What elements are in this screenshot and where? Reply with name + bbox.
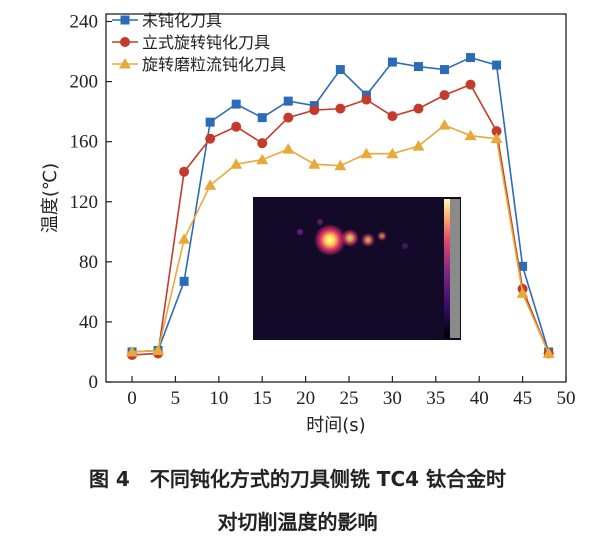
y-tick-label: 80 <box>79 252 98 273</box>
x-tick-label: 10 <box>209 388 228 409</box>
data-point <box>387 57 397 67</box>
data-point <box>335 65 345 75</box>
data-point <box>466 53 476 63</box>
data-point <box>387 111 398 122</box>
y-tick-label: 200 <box>70 72 99 93</box>
data-point <box>178 233 191 244</box>
data-point <box>179 166 190 177</box>
series-layer <box>126 53 555 360</box>
x-tick-label: 5 <box>171 388 181 409</box>
x-tick-label: 30 <box>383 388 402 409</box>
data-point <box>518 261 528 271</box>
legend-marker <box>119 58 131 69</box>
y-axis-label: 温度(℃) <box>40 163 61 233</box>
data-point <box>413 62 423 72</box>
x-tick-label: 20 <box>296 388 315 409</box>
data-point <box>490 132 503 144</box>
y-axis-ticks: 0 40 80 120 160 200 240 <box>70 12 112 393</box>
legend-entry-2: 立式旋转钝化刀具 <box>112 33 270 52</box>
x-tick-label: 35 <box>426 388 445 409</box>
data-point <box>257 113 267 123</box>
legend-label: 未钝化刀具 <box>142 11 222 30</box>
data-point <box>335 103 346 114</box>
data-point <box>491 126 502 137</box>
plot-frame <box>105 13 567 383</box>
data-point <box>439 90 450 101</box>
x-axis-label: 时间(s) <box>306 415 365 436</box>
data-point <box>204 179 217 190</box>
figure-caption-line1: 图 4 不同钝化方式的刀具侧铣 TC4 钛合金时 <box>88 467 507 491</box>
data-point <box>492 60 502 70</box>
x-tick-label: 0 <box>127 388 137 409</box>
data-point <box>283 112 294 123</box>
figure-caption-line2: 对切削温度的影响 <box>217 510 378 534</box>
data-point <box>308 158 321 169</box>
x-tick-label: 25 <box>340 388 359 409</box>
data-point <box>205 133 216 144</box>
data-point <box>386 147 399 159</box>
data-point <box>360 147 373 159</box>
series-3 <box>126 119 555 358</box>
data-point <box>231 121 242 132</box>
chart: 0 40 80 120 160 200 240 0 5 10 15 20 25 30 35 40 45 50 未… <box>40 11 576 436</box>
legend-marker <box>120 15 130 25</box>
y-tick-label: 40 <box>79 312 98 333</box>
y-tick-label: 240 <box>70 12 99 33</box>
data-point <box>309 105 320 116</box>
x-tick-label: 45 <box>513 388 532 409</box>
y-tick-label: 0 <box>89 372 99 393</box>
y-tick-label: 120 <box>70 192 99 213</box>
data-point <box>257 138 268 149</box>
thermal-image-inset <box>253 197 461 340</box>
x-tick-label: 40 <box>470 388 489 409</box>
legend-marker <box>120 37 130 47</box>
data-point <box>282 143 295 154</box>
legend-label: 立式旋转钝化刀具 <box>142 33 270 52</box>
legend-entry-3: 旋转磨粒流钝化刀具 <box>112 55 286 74</box>
data-point <box>256 153 269 165</box>
data-point <box>179 276 189 286</box>
data-point <box>231 99 241 109</box>
x-tick-label: 50 <box>557 388 576 409</box>
data-point <box>230 158 243 169</box>
data-point <box>334 159 347 171</box>
x-tick-label: 15 <box>253 388 272 409</box>
legend-entry-1: 未钝化刀具 <box>112 11 222 30</box>
data-point <box>464 129 477 141</box>
data-point <box>465 79 476 90</box>
legend-label: 旋转磨粒流钝化刀具 <box>142 55 286 74</box>
data-point <box>205 117 215 127</box>
data-point <box>412 140 425 151</box>
data-point <box>439 65 449 75</box>
data-point <box>361 94 372 105</box>
y-tick-label: 160 <box>70 132 99 153</box>
data-point <box>126 345 139 357</box>
data-point <box>542 347 555 358</box>
data-point <box>438 119 451 130</box>
data-point <box>516 287 529 298</box>
data-point <box>283 96 293 106</box>
data-point <box>152 344 165 355</box>
data-point <box>413 103 424 114</box>
x-axis-ticks: 0 5 10 15 20 25 30 35 40 45 50 <box>127 376 576 409</box>
